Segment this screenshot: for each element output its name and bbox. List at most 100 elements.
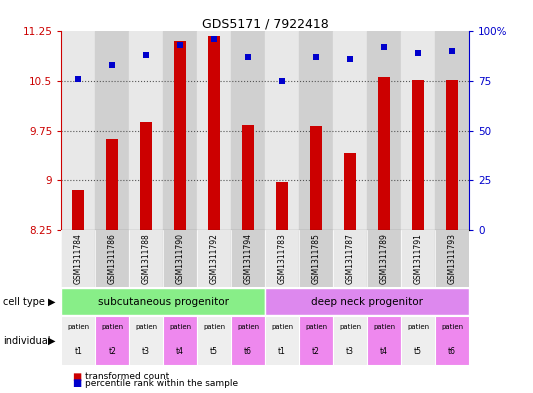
Bar	[265, 230, 299, 287]
Bar	[367, 316, 401, 365]
Bar	[435, 316, 469, 365]
Bar	[276, 182, 288, 230]
Bar	[242, 125, 254, 230]
Point	[108, 62, 117, 68]
Bar	[129, 230, 163, 287]
Text: patien: patien	[441, 324, 463, 330]
Bar	[61, 230, 95, 287]
Text: patien: patien	[271, 324, 293, 330]
Point	[380, 44, 389, 50]
Text: ■: ■	[72, 372, 81, 382]
Bar	[163, 316, 197, 365]
Text: t5: t5	[414, 347, 422, 356]
Text: t2: t2	[108, 347, 116, 356]
Text: t5: t5	[210, 347, 218, 356]
Point	[142, 52, 150, 59]
Point	[74, 76, 83, 82]
Bar	[163, 31, 197, 230]
Bar	[299, 31, 333, 230]
Bar	[435, 31, 469, 230]
Text: t6: t6	[448, 347, 456, 356]
Bar	[446, 81, 458, 230]
Point	[312, 54, 320, 61]
Bar	[231, 31, 265, 230]
Bar	[265, 288, 469, 315]
Bar	[299, 230, 333, 287]
Text: GSM1311788: GSM1311788	[142, 233, 151, 283]
Text: patien: patien	[169, 324, 191, 330]
Point	[448, 48, 456, 54]
Text: patien: patien	[101, 324, 123, 330]
Text: GSM1311787: GSM1311787	[345, 233, 354, 284]
Bar	[401, 31, 435, 230]
Text: GSM1311784: GSM1311784	[74, 233, 83, 284]
Bar	[299, 316, 333, 365]
Bar	[197, 31, 231, 230]
Bar	[129, 31, 163, 230]
Text: ▶: ▶	[48, 336, 55, 346]
Text: subcutaneous progenitor: subcutaneous progenitor	[98, 297, 229, 307]
Bar	[208, 36, 220, 230]
Text: patien: patien	[305, 324, 327, 330]
Bar	[140, 122, 152, 230]
Text: t2: t2	[312, 347, 320, 356]
Text: patien: patien	[237, 324, 259, 330]
Bar	[106, 139, 118, 230]
Point	[414, 50, 422, 57]
Bar	[378, 77, 390, 230]
Text: GSM1311792: GSM1311792	[209, 233, 219, 284]
Text: patien: patien	[407, 324, 429, 330]
Bar	[333, 31, 367, 230]
Text: GSM1311793: GSM1311793	[448, 233, 457, 284]
Text: t1: t1	[74, 347, 82, 356]
Bar	[344, 153, 356, 230]
Text: percentile rank within the sample: percentile rank within the sample	[85, 379, 238, 387]
Bar	[412, 81, 424, 230]
Bar	[163, 230, 197, 287]
Text: ■: ■	[72, 378, 81, 388]
Bar	[401, 230, 435, 287]
Text: t3: t3	[142, 347, 150, 356]
Bar	[265, 316, 299, 365]
Bar	[95, 230, 129, 287]
Text: GSM1311791: GSM1311791	[414, 233, 423, 284]
Text: cell type: cell type	[3, 297, 45, 307]
Bar	[197, 230, 231, 287]
Bar	[231, 316, 265, 365]
Text: t3: t3	[346, 347, 354, 356]
Text: patien: patien	[67, 324, 90, 330]
Text: t1: t1	[278, 347, 286, 356]
Text: GSM1311783: GSM1311783	[278, 233, 287, 284]
Text: patien: patien	[339, 324, 361, 330]
Text: patien: patien	[135, 324, 157, 330]
Point	[346, 56, 354, 62]
Text: GSM1311789: GSM1311789	[379, 233, 389, 284]
Text: t4: t4	[176, 347, 184, 356]
Bar	[231, 230, 265, 287]
Text: ▶: ▶	[48, 297, 55, 307]
Text: individual: individual	[3, 336, 50, 346]
Bar	[435, 230, 469, 287]
Text: GSM1311785: GSM1311785	[312, 233, 321, 284]
Text: t4: t4	[380, 347, 388, 356]
Text: patien: patien	[373, 324, 395, 330]
Text: GSM1311786: GSM1311786	[108, 233, 117, 284]
Text: transformed count: transformed count	[85, 373, 169, 381]
Text: patien: patien	[203, 324, 225, 330]
Bar	[129, 316, 163, 365]
Bar	[265, 31, 299, 230]
Text: GSM1311790: GSM1311790	[176, 233, 185, 284]
Text: t6: t6	[244, 347, 252, 356]
Bar	[61, 31, 95, 230]
Bar	[174, 41, 186, 230]
Bar	[367, 31, 401, 230]
Point	[176, 42, 184, 48]
Bar	[72, 190, 84, 230]
Bar	[333, 230, 367, 287]
Title: GDS5171 / 7922418: GDS5171 / 7922418	[202, 17, 328, 30]
Bar	[310, 126, 322, 230]
Point	[210, 36, 219, 42]
Text: deep neck progenitor: deep neck progenitor	[311, 297, 423, 307]
Bar	[95, 31, 129, 230]
Bar	[333, 316, 367, 365]
